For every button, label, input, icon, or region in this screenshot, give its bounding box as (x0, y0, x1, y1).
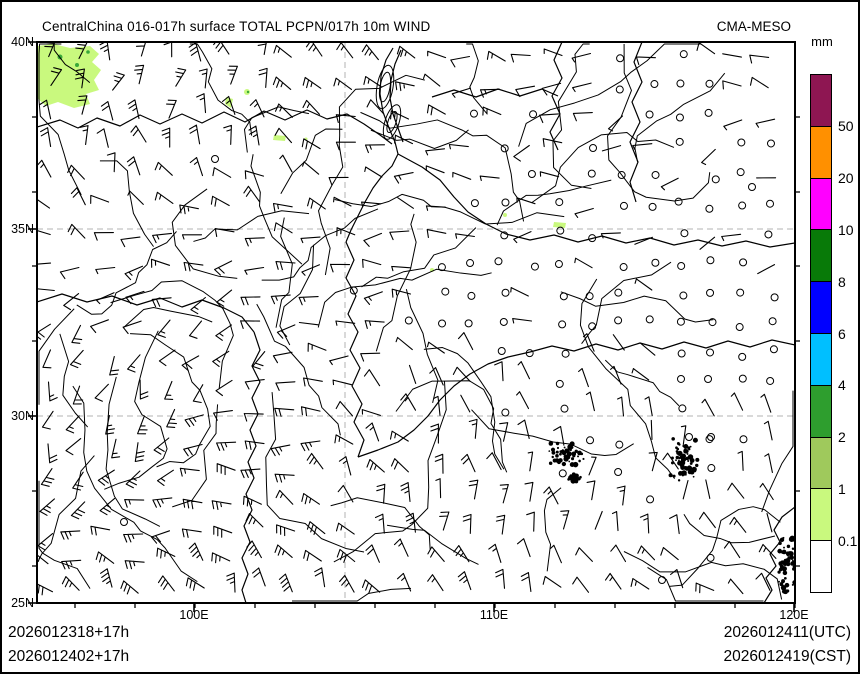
y-axis-label-35n: 35N (11, 222, 34, 236)
chart-title: CentralChina 016-017h surface TOTAL PCPN… (42, 19, 431, 34)
legend-value-label: 1 (838, 480, 846, 497)
legend-segment (810, 540, 832, 594)
legend-segment (810, 74, 832, 128)
legend-value-label: 50 (838, 118, 854, 135)
legend-value-label: 2 (838, 429, 846, 446)
valid-time-utc: 2026012411(UTC) (723, 624, 851, 641)
y-axis-label-40n: 40N (11, 35, 34, 49)
legend-unit-label: mm (811, 34, 833, 49)
legend-segment (810, 384, 832, 439)
x-axis-label-110e: 110E (479, 608, 509, 622)
legend-value-label: 6 (838, 325, 846, 342)
x-axis-label-100e: 100E (179, 608, 209, 622)
legend-segment (810, 125, 832, 180)
legend-segment (810, 436, 832, 490)
legend-value-label: 4 (838, 377, 846, 394)
legend-value-label: 8 (838, 273, 846, 290)
legend-value-label: 10 (838, 221, 854, 238)
legend-segment (810, 229, 832, 283)
init-time-line-2: 2026012402+17h (8, 648, 130, 665)
init-time-line-1: 2026012318+17h (8, 624, 130, 641)
x-axis-label-120e: 120E (779, 608, 809, 622)
valid-time-cst: 2026012419(CST) (723, 648, 851, 665)
y-axis-label-25n: 25N (11, 596, 34, 610)
precip-legend (810, 74, 832, 594)
model-name: CMA-MESO (716, 19, 791, 34)
legend-segment (810, 332, 832, 387)
legend-value-label: 20 (838, 170, 854, 187)
legend-value-label: 0.1 (838, 532, 858, 549)
legend-segment (810, 488, 832, 542)
legend-segment (810, 177, 832, 231)
legend-segment (810, 281, 832, 335)
y-axis-label-30n: 30N (11, 409, 34, 423)
